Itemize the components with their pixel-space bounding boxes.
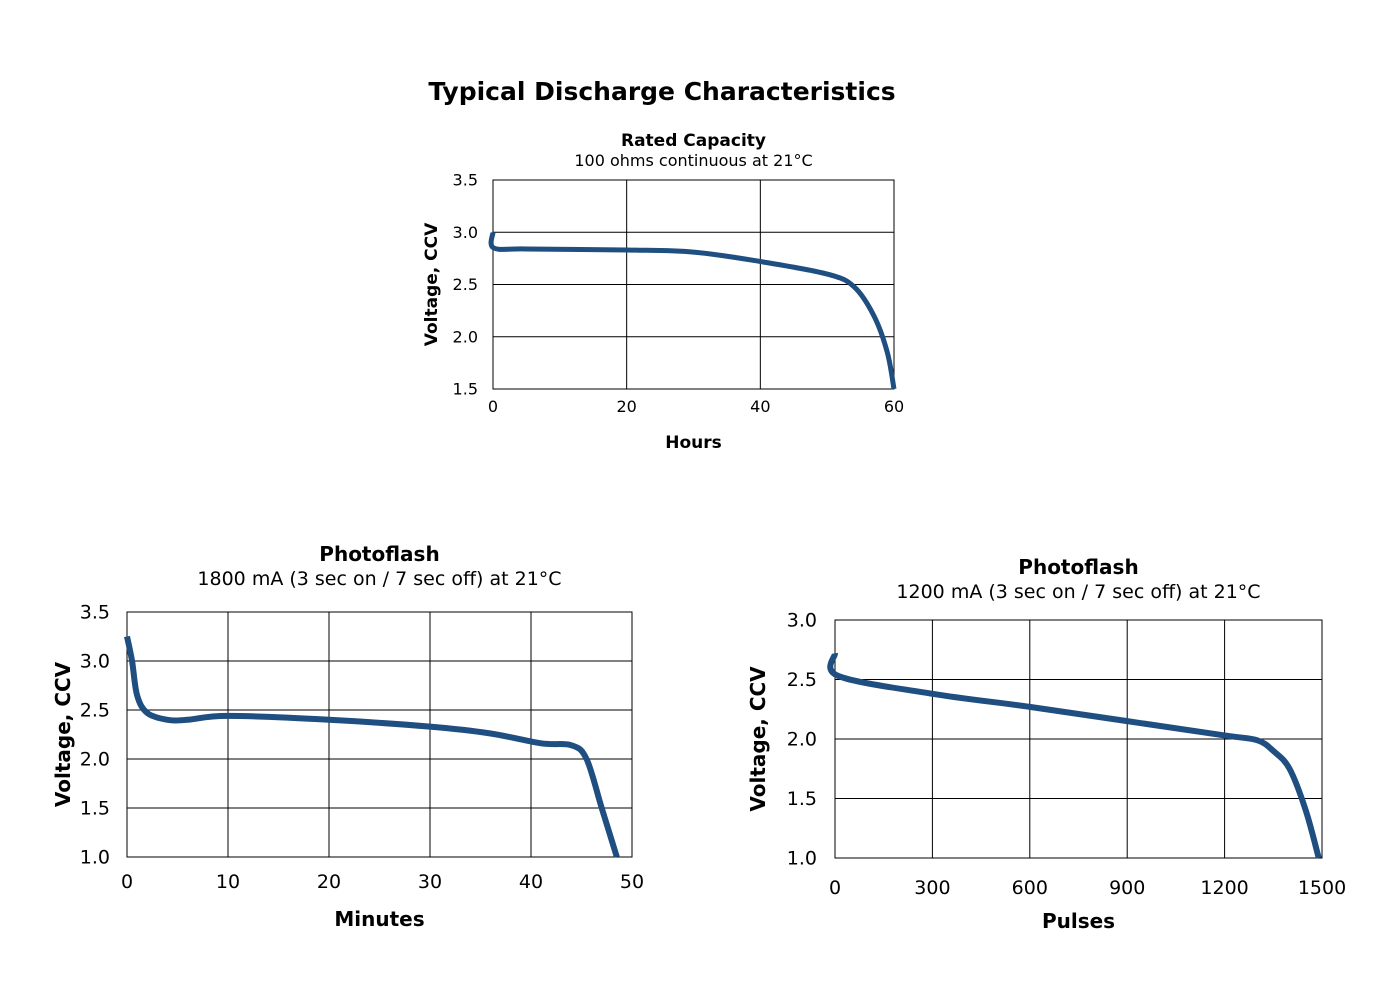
y-tick-label: 1.0 — [80, 847, 110, 869]
y-tick-label: 2.0 — [80, 749, 110, 771]
chart-subtitle: 100 ohms continuous at 21°C — [574, 151, 812, 170]
x-tick-label: 20 — [317, 871, 341, 893]
y-tick-label: 1.5 — [453, 380, 478, 399]
x-axis-label: Hours — [665, 433, 722, 453]
plot-frame — [492, 179, 895, 390]
chart-title: Photoflash — [1018, 555, 1138, 579]
chart-title: Photoflash — [319, 542, 439, 566]
y-tick-label: 3.5 — [80, 602, 110, 624]
x-tick-label: 1500 — [1298, 877, 1346, 899]
y-tick-label: 2.0 — [453, 327, 478, 346]
main-title: Typical Discharge Characteristics — [428, 77, 895, 106]
y-tick-label: 2.5 — [453, 275, 478, 294]
y-axis-label: Voltage, CCV — [51, 661, 75, 807]
x-tick-label: 1200 — [1200, 877, 1248, 899]
x-tick-label: 20 — [616, 397, 636, 416]
chart-subtitle: 1800 mA (3 sec on / 7 sec off) at 21°C — [197, 568, 561, 590]
y-axis-label: Voltage, CCV — [422, 222, 442, 346]
x-tick-label: 30 — [418, 871, 442, 893]
y-tick-label: 1.5 — [787, 788, 817, 810]
x-tick-label: 300 — [914, 877, 950, 899]
x-tick-label: 0 — [121, 871, 133, 893]
plot-frame — [126, 611, 633, 858]
y-tick-label: 3.0 — [453, 223, 478, 242]
y-tick-label: 3.5 — [453, 171, 478, 190]
x-axis-label: Pulses — [1042, 909, 1115, 933]
x-tick-label: 0 — [829, 877, 841, 899]
y-tick-label: 3.0 — [80, 651, 110, 673]
y-tick-label: 2.5 — [80, 700, 110, 722]
discharge-curve — [124, 635, 620, 858]
discharge-curve — [488, 231, 897, 390]
x-axis-label: Minutes — [334, 907, 424, 931]
y-tick-label: 2.5 — [787, 669, 817, 691]
y-tick-label: 1.0 — [787, 848, 817, 870]
x-tick-label: 50 — [620, 871, 644, 893]
x-tick-label: 10 — [216, 871, 240, 893]
x-tick-label: 40 — [750, 397, 770, 416]
y-tick-label: 2.0 — [787, 729, 817, 751]
x-tick-label: 60 — [884, 397, 904, 416]
y-tick-label: 1.5 — [80, 798, 110, 820]
plot-frame — [834, 619, 1323, 859]
discharge-curve — [827, 652, 1322, 859]
chart-title: Rated Capacity — [621, 131, 766, 151]
chart-subtitle: 1200 mA (3 sec on / 7 sec off) at 21°C — [896, 581, 1260, 603]
y-tick-label: 3.0 — [787, 610, 817, 632]
x-tick-label: 600 — [1012, 877, 1048, 899]
x-tick-label: 40 — [519, 871, 543, 893]
x-tick-label: 0 — [488, 397, 498, 416]
x-tick-label: 900 — [1109, 877, 1145, 899]
y-axis-label: Voltage, CCV — [746, 666, 770, 812]
